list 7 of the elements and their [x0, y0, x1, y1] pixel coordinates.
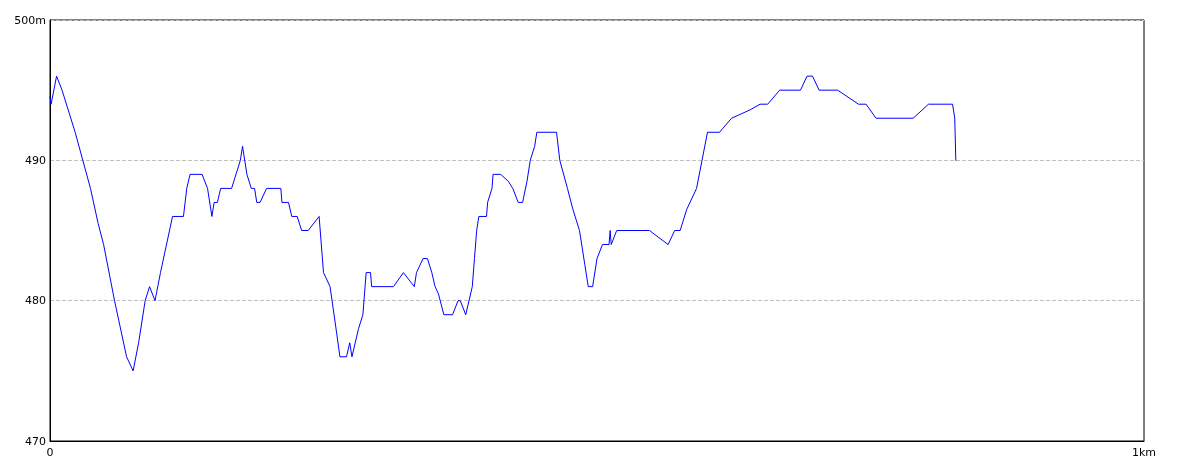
x-tick-label: 1km [1131, 446, 1157, 459]
line-series [49, 75, 957, 372]
x-tick-label: 0 [46, 446, 54, 459]
y-tick-label: 490 [25, 153, 46, 167]
y-tick-label: 500m [14, 13, 46, 27]
y-tick-label: 470 [25, 434, 46, 448]
y-tick-label: 480 [25, 294, 46, 308]
